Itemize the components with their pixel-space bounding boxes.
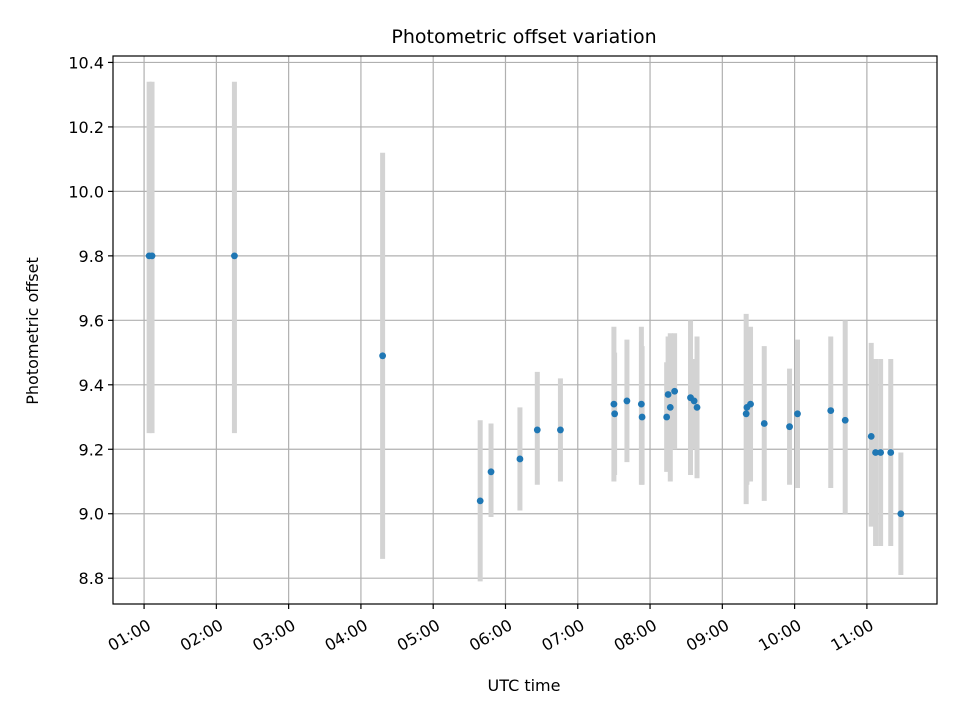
data-point — [760, 420, 768, 427]
data-point — [379, 352, 387, 360]
data-points — [145, 252, 905, 518]
data-point — [872, 449, 879, 456]
data-point — [533, 426, 541, 434]
data-point — [487, 468, 495, 476]
data-point — [557, 426, 564, 434]
y-tick-label: 10.2 — [68, 118, 104, 137]
data-point — [747, 400, 754, 408]
y-tick-label: 9.6 — [79, 311, 104, 330]
x-axis-label: UTC time — [488, 676, 561, 695]
data-point — [742, 410, 750, 418]
data-point — [231, 252, 238, 260]
data-point — [664, 391, 672, 398]
plot-frame — [112, 55, 938, 605]
data-point — [827, 407, 835, 414]
data-point — [693, 403, 701, 411]
data-point — [623, 397, 631, 405]
y-axis-ticks: 8.8 9.0 9.2 9.4 9.6 9.8 10.0 10.2 10.4 — [68, 53, 113, 588]
data-point — [638, 413, 646, 421]
data-point — [867, 432, 875, 440]
data-point — [666, 403, 674, 411]
data-point — [841, 416, 849, 424]
y-tick-label: 10.0 — [68, 182, 104, 201]
y-tick-label: 8.8 — [79, 569, 104, 588]
y-tick-label: 10.4 — [68, 53, 104, 72]
y-tick-label: 9.8 — [79, 247, 104, 266]
data-point — [786, 423, 793, 431]
data-point — [663, 413, 671, 421]
data-point — [671, 387, 679, 395]
chart-title: Photometric offset variation — [391, 26, 656, 48]
grid — [113, 56, 937, 604]
data-point — [887, 449, 895, 456]
y-tick-label: 9.0 — [79, 505, 104, 524]
data-point — [897, 510, 905, 518]
data-point — [148, 252, 156, 260]
data-point — [794, 410, 801, 418]
data-point — [637, 400, 645, 408]
data-point — [476, 497, 484, 505]
data-point — [877, 449, 885, 456]
data-point — [516, 455, 524, 463]
y-tick-label: 9.2 — [79, 440, 104, 459]
y-tick-label: 9.4 — [79, 376, 104, 395]
y-axis-label: Photometric offset — [23, 257, 42, 405]
data-point — [611, 410, 619, 418]
data-point — [690, 397, 698, 405]
data-point — [610, 400, 618, 408]
